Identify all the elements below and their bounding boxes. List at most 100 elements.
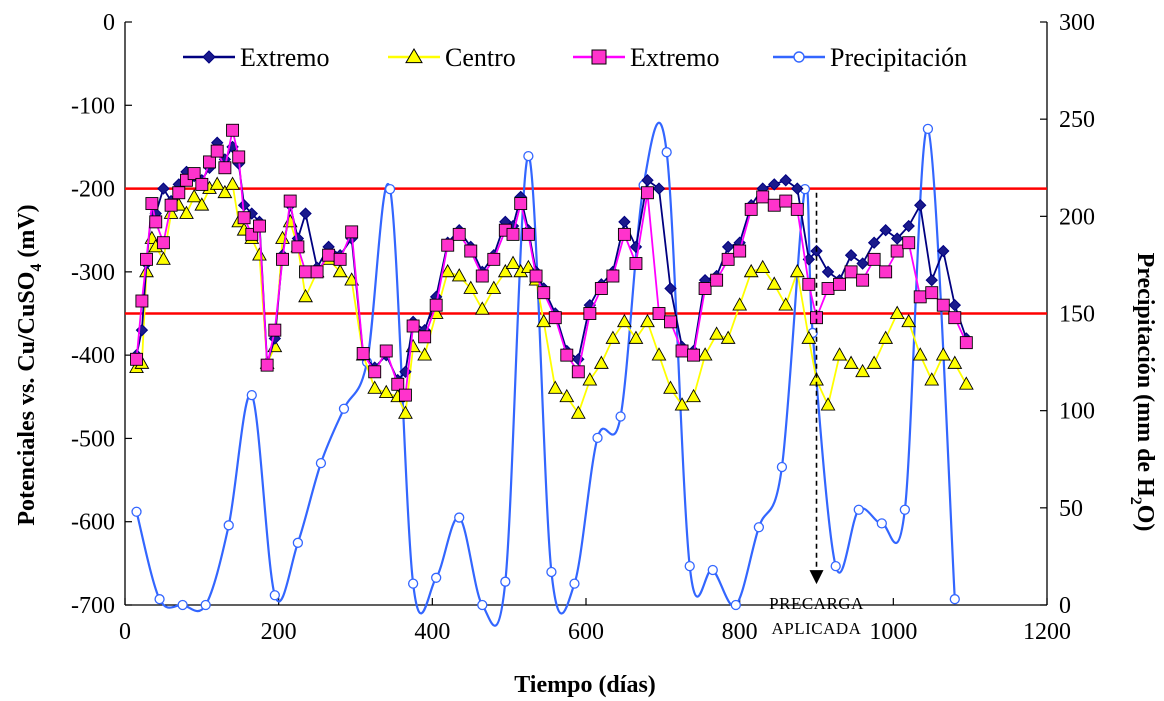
data-point xyxy=(766,276,782,290)
data-point xyxy=(958,376,974,390)
data-point xyxy=(546,566,557,578)
data-point xyxy=(889,305,905,319)
data-point xyxy=(225,176,240,190)
data-point xyxy=(149,215,163,229)
data-point xyxy=(356,347,370,360)
data-point xyxy=(664,282,677,295)
data-point xyxy=(398,405,413,419)
data-point xyxy=(209,176,225,190)
data-point xyxy=(832,347,847,361)
data-point xyxy=(878,330,894,344)
y-left-tick-label: 0 xyxy=(103,10,115,36)
data-point xyxy=(177,599,188,611)
data-point xyxy=(674,397,690,411)
data-point xyxy=(200,599,211,611)
data-point xyxy=(843,355,859,369)
data-point xyxy=(935,347,951,361)
data-point xyxy=(664,315,677,329)
y-left-tick-label: -200 xyxy=(71,177,115,203)
y-right-tick-label: 50 xyxy=(1059,496,1083,522)
data-point xyxy=(275,230,290,244)
legend: Extremo Centro Extremo Precipitación xyxy=(183,43,967,72)
data-point xyxy=(615,411,626,422)
data-point xyxy=(879,265,893,279)
data-point xyxy=(172,186,186,200)
data-point xyxy=(506,227,520,241)
data-point xyxy=(821,282,835,295)
y-left-tick-label: -100 xyxy=(71,93,115,119)
series-layer xyxy=(129,121,974,627)
data-point xyxy=(890,232,904,245)
data-point xyxy=(246,389,257,401)
data-point xyxy=(536,313,552,328)
y-left-tick-label: -700 xyxy=(71,593,115,619)
legend-marker xyxy=(405,48,423,64)
data-point xyxy=(901,313,917,328)
data-point xyxy=(779,194,793,208)
data-point xyxy=(223,520,234,531)
data-point xyxy=(451,268,467,282)
data-point xyxy=(156,236,170,250)
data-point xyxy=(789,263,805,278)
data-point xyxy=(452,227,466,241)
y-right-axis-title: Precipitación (mm de H2O) xyxy=(1127,253,1158,532)
data-point xyxy=(867,252,881,266)
data-point xyxy=(368,365,382,379)
data-point xyxy=(315,457,327,469)
x-axis-title: Tiempo (días) xyxy=(514,672,656,698)
data-point xyxy=(276,252,289,266)
data-point xyxy=(441,238,455,252)
y-right-tick-label: 100 xyxy=(1059,399,1095,425)
data-point xyxy=(686,388,701,403)
data-point xyxy=(641,174,654,187)
data-point xyxy=(914,199,927,212)
y-right-title-unit: O) xyxy=(1132,505,1158,532)
data-point xyxy=(721,252,735,266)
data-point xyxy=(252,247,267,261)
data-point xyxy=(937,244,950,258)
data-point xyxy=(475,269,489,283)
data-point xyxy=(332,263,348,278)
data-point xyxy=(298,288,313,303)
x-tick-label: 1200 xyxy=(1023,619,1071,645)
data-point xyxy=(959,336,973,350)
data-point xyxy=(345,225,359,239)
data-point xyxy=(521,227,535,241)
data-point xyxy=(617,227,631,241)
data-point xyxy=(547,380,563,394)
data-point xyxy=(710,273,724,287)
data-point xyxy=(879,224,892,237)
data-point xyxy=(379,344,393,358)
data-point xyxy=(721,240,735,254)
x-tick-label: 400 xyxy=(414,619,450,645)
data-point xyxy=(947,355,963,369)
data-point xyxy=(592,432,603,444)
data-point xyxy=(569,578,580,589)
data-point xyxy=(210,144,224,158)
data-point xyxy=(902,219,915,233)
data-point xyxy=(802,277,816,291)
y-left-title-unit: (mV) xyxy=(14,204,40,257)
data-point xyxy=(856,273,870,287)
y-left-tick-label: -300 xyxy=(71,260,115,286)
data-point xyxy=(135,294,149,308)
data-point xyxy=(684,560,695,572)
data-point xyxy=(130,352,143,366)
data-point xyxy=(571,365,585,379)
data-point xyxy=(429,298,443,312)
data-point xyxy=(560,348,574,362)
data-point xyxy=(163,205,179,219)
data-point xyxy=(497,263,513,278)
legend-marker xyxy=(591,49,607,65)
data-point xyxy=(322,248,336,262)
data-point xyxy=(203,155,216,169)
x-tick-label: 800 xyxy=(722,619,758,645)
data-point xyxy=(756,190,770,204)
data-point xyxy=(260,358,274,372)
data-point xyxy=(732,297,748,311)
data-point xyxy=(844,265,858,279)
data-point xyxy=(776,461,788,473)
data-point xyxy=(440,263,456,278)
data-point xyxy=(537,286,551,300)
annotation-line1: PRECARGA xyxy=(769,594,864,613)
